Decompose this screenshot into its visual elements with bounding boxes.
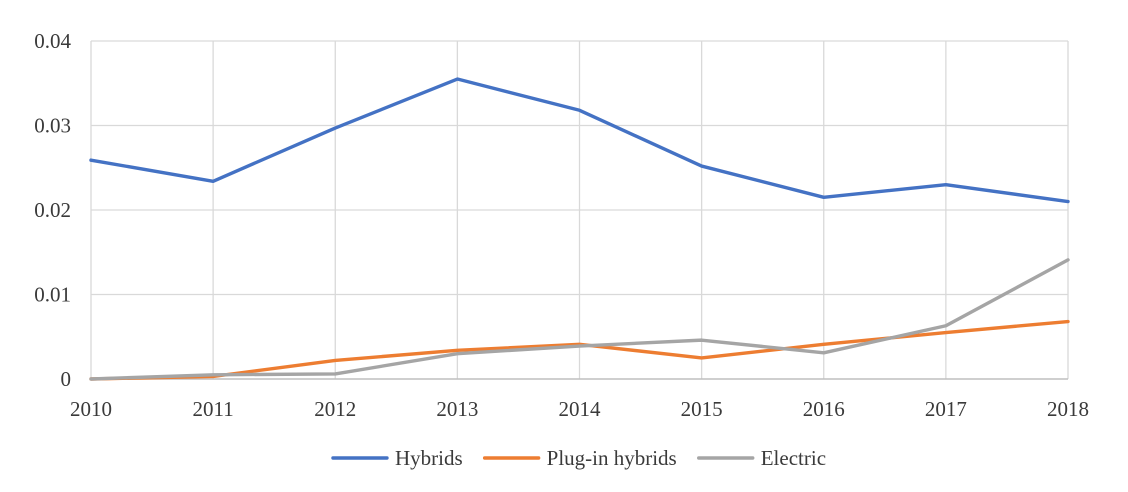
x-axis-tick-labels: 2010 2011 2012 2013 2014 2015 2016 2017 2018 — [70, 397, 1089, 421]
legend-label-electric: Electric — [761, 446, 826, 470]
x-tick-label: 2010 — [70, 397, 112, 421]
series-line-electric — [89, 258, 1070, 381]
x-tick-label: 2013 — [436, 397, 478, 421]
x-tick-label: 2011 — [193, 397, 234, 421]
y-tick-label: 0.03 — [34, 114, 71, 138]
x-tick-label: 2012 — [314, 397, 356, 421]
series-line-hybrids — [89, 77, 1070, 204]
legend-item-electric: Electric — [697, 446, 826, 470]
legend-label-plug-in-hybrids: Plug-in hybrids — [547, 446, 677, 470]
gridlines — [90, 40, 1069, 379]
x-tick-label: 2017 — [925, 397, 967, 421]
legend: Hybrids Plug-in hybrids Electric — [331, 446, 826, 470]
x-tick-label: 2015 — [681, 397, 723, 421]
x-tick-label: 2016 — [803, 397, 845, 421]
legend-item-hybrids: Hybrids — [331, 446, 463, 470]
x-tick-label: 2018 — [1047, 397, 1089, 421]
y-tick-label: 0 — [61, 367, 72, 391]
y-tick-label: 0.04 — [34, 29, 71, 53]
y-axis-tick-labels: 0 0.01 0.02 0.03 0.04 — [34, 29, 71, 391]
x-tick-label: 2014 — [559, 397, 602, 421]
y-tick-label: 0.02 — [34, 198, 71, 222]
y-tick-label: 0.01 — [34, 283, 71, 307]
legend-item-plug-in-hybrids: Plug-in hybrids — [482, 446, 677, 470]
series-lines — [89, 77, 1070, 381]
legend-label-hybrids: Hybrids — [395, 446, 463, 470]
